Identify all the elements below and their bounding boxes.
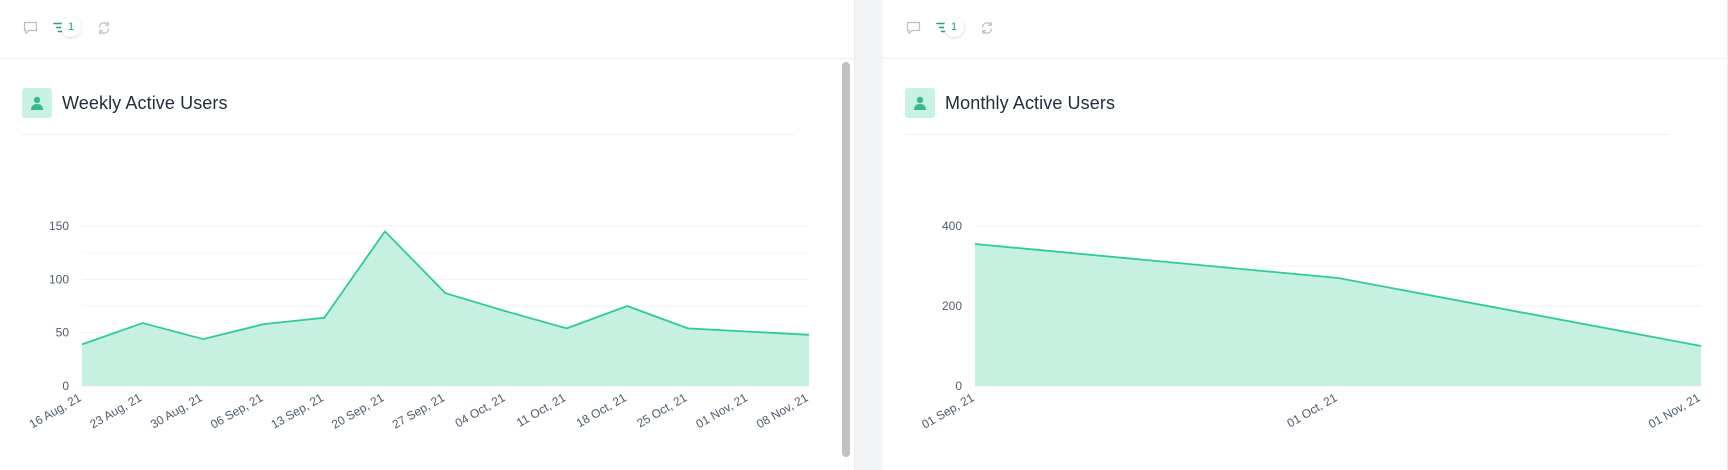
scrollbar-thumb[interactable]	[842, 62, 850, 457]
data-point[interactable]	[443, 290, 449, 296]
panel-header: Weekly Active Users	[22, 88, 228, 118]
user-icon	[905, 88, 935, 118]
data-point[interactable]	[261, 321, 267, 327]
series-line	[974, 243, 1702, 347]
y-tick-label: 0	[62, 379, 69, 393]
series-line	[81, 230, 810, 346]
x-tick-label: 08 Nov, 21	[754, 390, 811, 431]
panel-header: Monthly Active Users	[905, 88, 1115, 118]
data-point[interactable]	[200, 336, 206, 342]
x-tick-label: 11 Oct, 21	[514, 390, 568, 430]
x-tick-label: 01 Nov, 21	[693, 390, 750, 431]
x-tick-label: 13 Sep, 21	[269, 390, 327, 431]
panel-toolbar: 1	[883, 0, 1727, 59]
page-title: Weekly Active Users	[62, 92, 228, 113]
x-tick-label: 25 Oct, 21	[634, 390, 689, 430]
data-point[interactable]	[564, 325, 570, 331]
area-fill	[975, 244, 1701, 386]
panel-toolbar: 1	[0, 0, 854, 59]
comment-icon[interactable]	[903, 18, 923, 38]
data-point[interactable]	[806, 332, 812, 338]
data-point[interactable]	[745, 329, 751, 335]
y-tick-label: 150	[49, 219, 69, 233]
data-point[interactable]	[140, 320, 146, 326]
y-tick-label: 50	[56, 326, 70, 340]
x-tick-label: 01 Sep, 21	[919, 390, 977, 431]
data-point[interactable]	[503, 308, 509, 314]
data-point[interactable]	[624, 303, 630, 309]
data-point[interactable]	[1698, 343, 1704, 349]
x-tick-label: 01 Nov, 21	[1646, 390, 1703, 431]
y-tick-label: 200	[942, 299, 962, 313]
data-point[interactable]	[1335, 275, 1341, 281]
data-point[interactable]	[972, 241, 978, 247]
header-divider	[905, 134, 1669, 135]
area-fill	[82, 231, 809, 386]
y-tick-label: 100	[49, 272, 69, 286]
y-tick-label: 400	[942, 219, 962, 233]
user-icon	[22, 88, 52, 118]
filter-count-badge: 1	[944, 17, 964, 37]
x-tick-label: 20 Sep, 21	[329, 390, 387, 431]
x-tick-label: 30 Aug, 21	[148, 390, 205, 431]
x-tick-label: 18 Oct, 21	[574, 390, 629, 430]
x-tick-label: 23 Aug, 21	[87, 390, 144, 431]
weekly-active-users-panel: 1 Weekly Active Users 0 50 100 150 16 Aug, 2…	[0, 0, 855, 470]
page-title: Monthly Active Users	[945, 92, 1116, 113]
x-tick-label: 01 Oct, 21	[1285, 390, 1340, 430]
monthly-active-users-chart: 0 200 400 01 Sep, 21 01 Oct, 21 01 Nov, 21	[919, 219, 1704, 432]
data-point[interactable]	[321, 315, 327, 321]
x-tick-label: 27 Sep, 21	[390, 390, 448, 431]
data-point[interactable]	[79, 341, 85, 347]
comment-icon[interactable]	[20, 18, 40, 38]
y-tick-label: 0	[955, 379, 962, 393]
data-point[interactable]	[382, 228, 388, 234]
data-point[interactable]	[685, 325, 691, 331]
header-divider	[22, 134, 794, 135]
x-tick-label: 06 Sep, 21	[208, 390, 266, 431]
filter-count-badge: 1	[61, 17, 81, 37]
monthly-active-users-panel: 1 Monthly Active Users 0 200 400 01 Sep, 21…	[883, 0, 1728, 470]
x-tick-label: 04 Oct, 21	[453, 390, 508, 430]
refresh-icon[interactable]	[977, 18, 997, 38]
refresh-icon[interactable]	[94, 18, 114, 38]
x-tick-label: 16 Aug, 21	[27, 390, 84, 431]
